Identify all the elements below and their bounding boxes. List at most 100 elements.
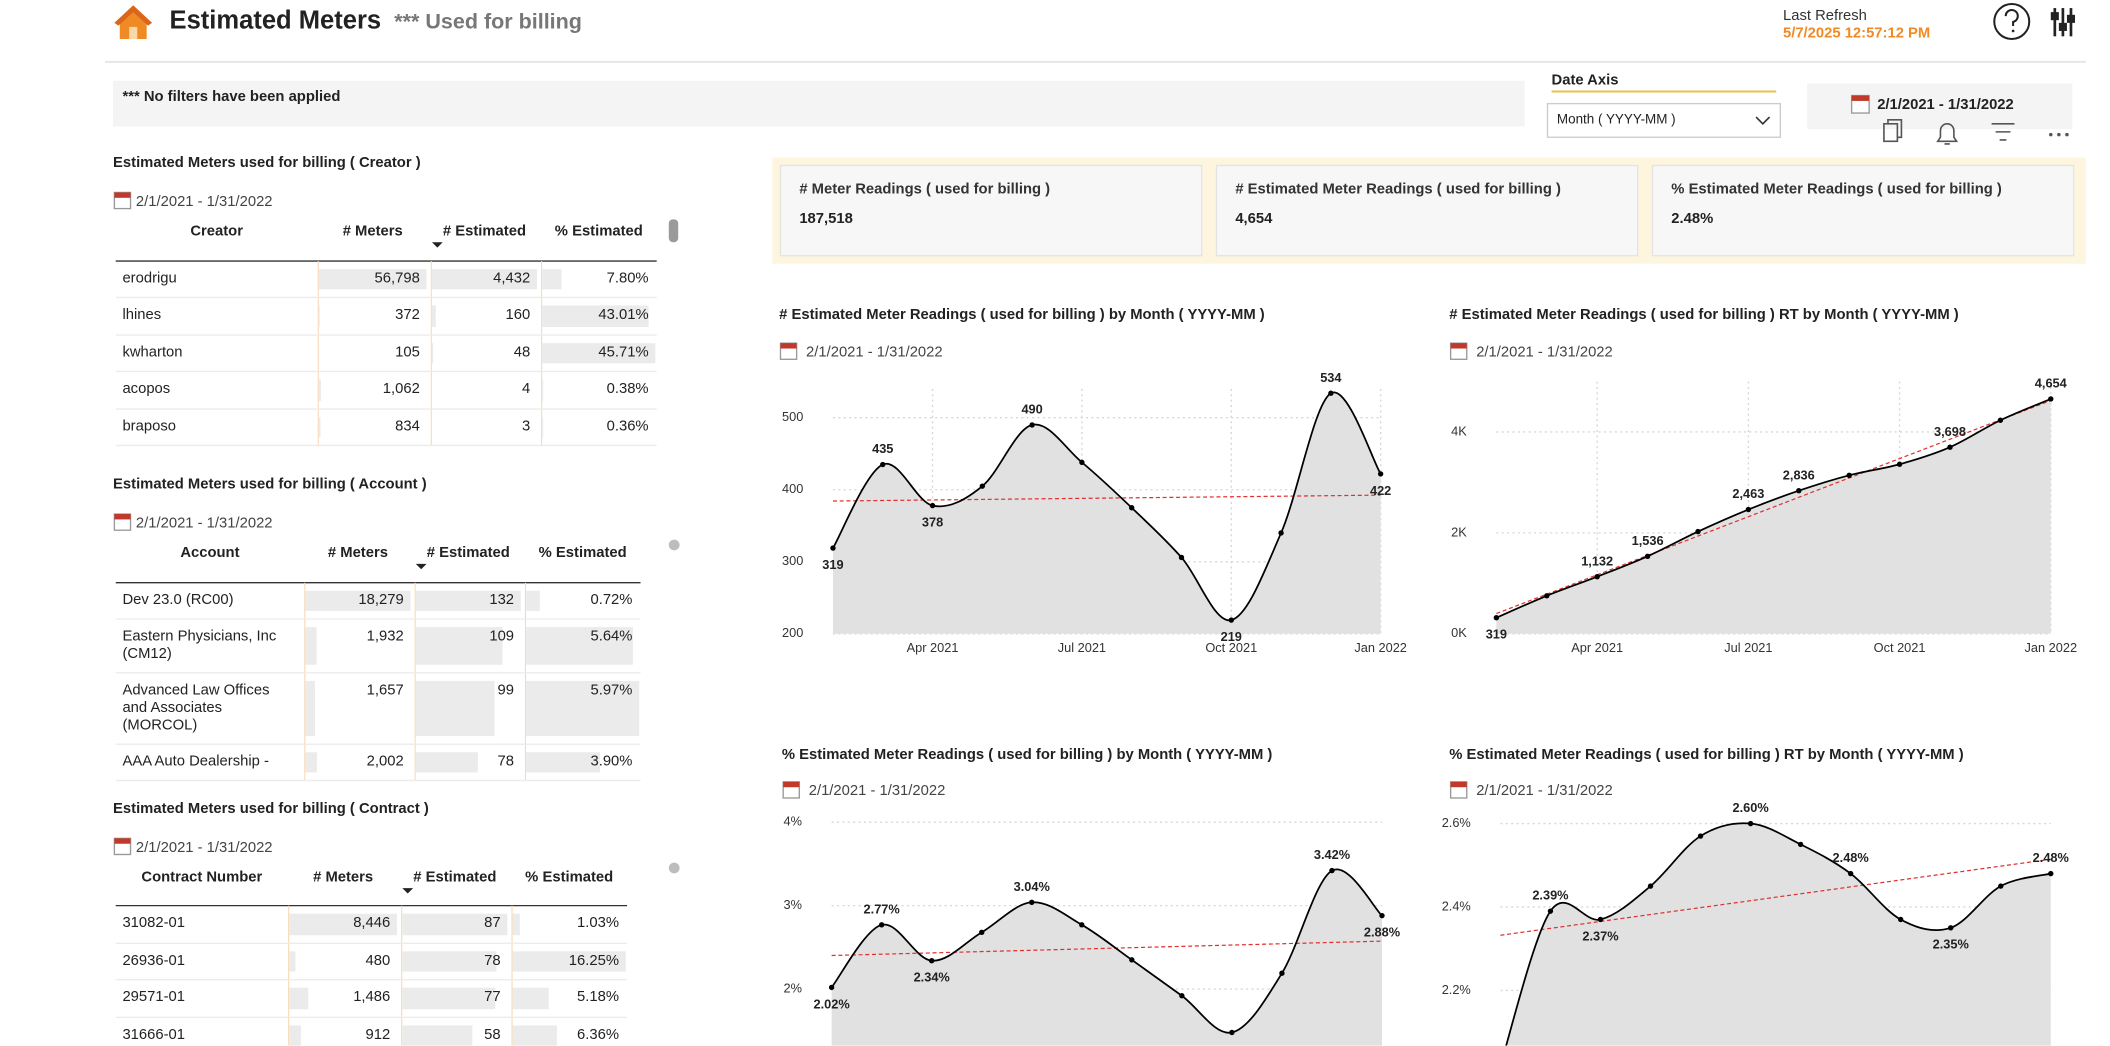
- kpi-label: % Estimated Meter Readings ( used for bi…: [1671, 182, 2002, 198]
- cell-value: 1.03%: [577, 915, 620, 932]
- data-bar: [512, 951, 626, 972]
- scrollbar[interactable]: [668, 219, 679, 243]
- data-label: 319: [822, 557, 843, 572]
- data-point: [1229, 1029, 1235, 1036]
- data-point: [1178, 554, 1185, 561]
- y-tick-label: 200: [782, 625, 803, 640]
- cell-value: 43.01%: [598, 306, 649, 323]
- data-bar: [415, 627, 503, 665]
- column-header: % Estimated: [538, 544, 627, 562]
- data-point: [1493, 615, 1500, 621]
- data-label: 2.35%: [1933, 937, 1970, 952]
- trend-line: [1496, 399, 2052, 615]
- cell-value: 77: [484, 989, 501, 1006]
- settings-button[interactable]: [2050, 8, 2076, 37]
- alert-icon[interactable]: [1936, 123, 1959, 145]
- data-point: [880, 461, 886, 468]
- home-icon[interactable]: [114, 5, 153, 40]
- data-point: [1029, 422, 1035, 428]
- data-point: [1997, 417, 2004, 423]
- calendar-top: [114, 192, 131, 198]
- cell-value: 56,798: [374, 270, 420, 287]
- row-label: erodrigu: [122, 270, 177, 287]
- row-label: Advanced Law Offices and Associates (MOR…: [122, 682, 270, 734]
- scrollbar[interactable]: [668, 539, 680, 551]
- data-bar: [402, 951, 497, 972]
- calendar-top: [783, 781, 800, 788]
- data-point: [1697, 833, 1704, 839]
- data-label: 490: [1021, 401, 1042, 416]
- data-bar: [415, 752, 478, 773]
- line: [1496, 398, 2052, 619]
- data-bar: [289, 951, 296, 972]
- row-label: 31666-01: [122, 1026, 186, 1043]
- data-label: 534: [1320, 370, 1342, 385]
- data-point: [1797, 841, 1804, 848]
- data-label: 2.37%: [1582, 928, 1619, 943]
- data-bar: [526, 590, 540, 611]
- data-label: 378: [922, 514, 943, 529]
- data-label: 2.02%: [814, 996, 851, 1011]
- kpi-card: [1215, 164, 1639, 257]
- data-bar: [318, 379, 321, 402]
- data-bar: [431, 305, 436, 327]
- column-header: # Meters: [313, 869, 374, 886]
- calendar-top: [114, 514, 131, 520]
- date-axis-dropdown[interactable]: Month ( YYYY-MM ): [1546, 102, 1781, 138]
- more-icon[interactable]: [2049, 132, 2069, 137]
- chart-title: % Estimated Meter Readings ( used for bi…: [782, 747, 1273, 763]
- area-fill: [1496, 398, 2051, 634]
- data-bar: [526, 680, 640, 737]
- cell-value: 78: [484, 952, 501, 969]
- table-date-range: 2/1/2021 - 1/31/2022: [135, 193, 273, 210]
- data-point: [1695, 528, 1701, 535]
- calendar-top: [114, 838, 131, 844]
- data-point: [1278, 530, 1284, 536]
- data-point: [830, 545, 836, 551]
- data-point: [1897, 916, 1904, 923]
- data-point: [1847, 870, 1854, 877]
- chart-subtitle: 2/1/2021 - 1/31/2022: [809, 783, 946, 799]
- line: [832, 391, 1382, 622]
- table-date-range: 2/1/2021 - 1/31/2022: [135, 839, 273, 856]
- kpi-value: 2.48%: [1671, 211, 1713, 227]
- date-range-slicer[interactable]: 2/1/2021 - 1/31/2022: [1807, 83, 2073, 130]
- data-label: 3.04%: [1014, 879, 1051, 894]
- y-tick-label: 2.6%: [1442, 815, 1471, 830]
- scrollbar[interactable]: [668, 862, 680, 874]
- data-bar: [318, 269, 427, 290]
- cell-value: 1,062: [382, 380, 420, 397]
- y-tick-label: 2.4%: [1442, 898, 1471, 913]
- copy-icon[interactable]: [1883, 118, 1903, 143]
- cell-value: 5.18%: [577, 989, 620, 1006]
- data-bar: [289, 913, 397, 936]
- data-point: [1846, 472, 1852, 478]
- data-point: [1129, 957, 1135, 963]
- help-button[interactable]: [1993, 3, 2031, 41]
- x-tick-label: Jul 2021: [1724, 640, 1772, 655]
- chart-title: # Estimated Meter Readings ( used for bi…: [1449, 307, 1959, 323]
- data-label: 3.42%: [1314, 847, 1351, 862]
- data-point: [1947, 444, 1953, 450]
- filter-icon[interactable]: [1991, 122, 2015, 141]
- data-bar: [526, 627, 633, 665]
- row-label: Eastern Physicians, Inc (CM12): [122, 628, 277, 663]
- page-subtitle: *** Used for billing: [394, 10, 582, 34]
- data-bar: [526, 752, 600, 773]
- area-fill: [1506, 823, 2051, 1046]
- data-label: 3,698: [1934, 424, 1966, 439]
- data-point: [1998, 883, 2004, 889]
- data-label: 2.60%: [1732, 800, 1769, 815]
- y-tick-label: 2.2%: [1442, 982, 1471, 997]
- cell-value: 109: [489, 628, 515, 645]
- table-title: Estimated Meters used for billing ( Cont…: [113, 800, 429, 817]
- refresh-label: Last Refresh: [1783, 8, 1867, 24]
- row-label: kwharton: [122, 344, 183, 361]
- cell-value: 1,486: [353, 989, 391, 1006]
- data-label: 219: [1221, 629, 1242, 644]
- filter-bar: [113, 80, 1525, 127]
- data-point: [1644, 553, 1651, 559]
- cell-value: 5.97%: [590, 682, 633, 699]
- data-label: 2.77%: [864, 901, 901, 916]
